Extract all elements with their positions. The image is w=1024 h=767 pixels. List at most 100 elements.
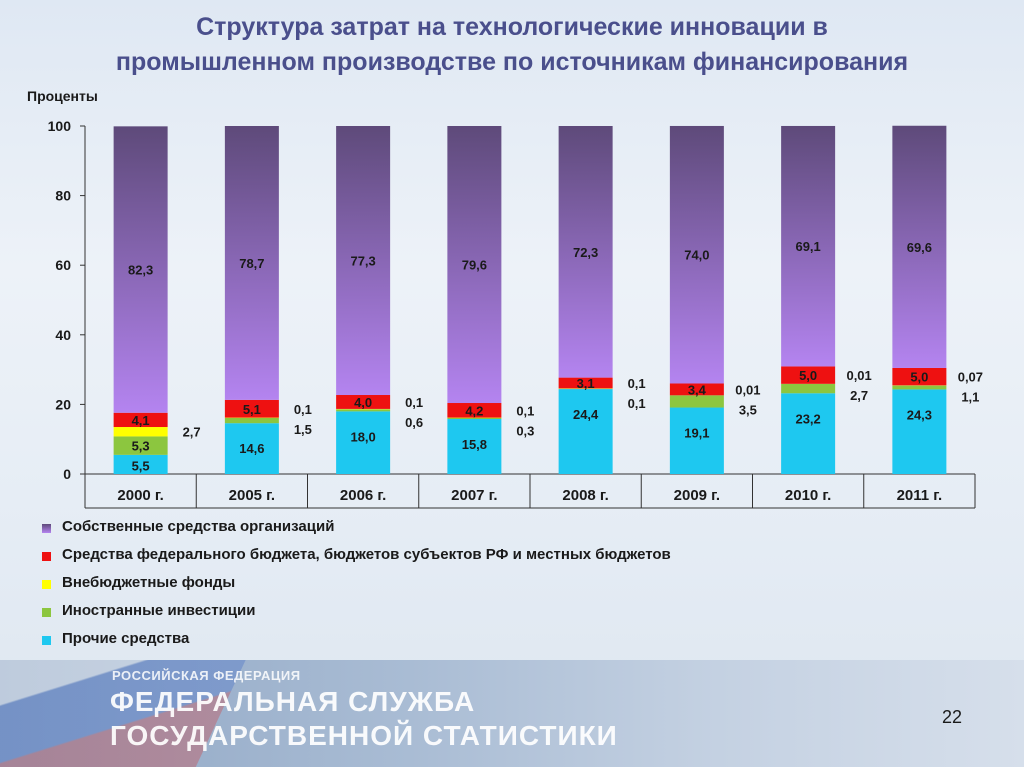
data-label-offbudget: 0,1: [628, 376, 646, 391]
data-label-other: 19,1: [684, 426, 709, 441]
data-label-other: 14,6: [239, 441, 264, 456]
data-label-other: 15,8: [462, 437, 487, 452]
y-tick-label: 20: [55, 396, 71, 412]
footer-banner: РОССИЙСКАЯ ФЕДЕРАЦИЯ ФЕДЕРАЛЬНАЯ СЛУЖБА …: [0, 660, 1024, 767]
data-label-foreign: 3,5: [739, 402, 757, 417]
title-line-2: промышленном производстве по источникам …: [115, 48, 909, 76]
bar-segment-other: [113, 454, 168, 474]
bar-segment-offbudget: [113, 427, 168, 437]
data-label-offbudget: 0,01: [846, 368, 871, 383]
data-label-foreign: 0,6: [405, 415, 423, 430]
bar-segment-budget: [669, 383, 724, 396]
bar-segment-other: [892, 389, 947, 474]
page-number: 22: [942, 707, 963, 727]
y-tick-label: 40: [55, 327, 71, 343]
bar-segment-own: [781, 125, 836, 367]
legend-swatch-own: [42, 524, 51, 533]
data-label-foreign: 1,5: [294, 422, 312, 437]
data-label-own: 69,6: [907, 240, 932, 255]
stacked-bar-chart: 0 20 40 60 80 100 2000 г. 82,3 4,1 5,5 5,3 2,7 2005…: [48, 118, 983, 509]
bar-segment-budget: [336, 395, 391, 409]
x-tick-label: 2005 г.: [229, 487, 275, 504]
bar-segment-own: [447, 126, 502, 404]
x-tick-label: 2010 г.: [785, 487, 831, 504]
data-label-budget: 5,1: [243, 402, 261, 417]
legend-label-foreign: Иностранные инвестиции: [62, 602, 256, 619]
legend-swatch-offbudget: [42, 580, 51, 589]
data-label-foreign: 2,7: [850, 388, 868, 403]
x-tick-label: 2007 г.: [451, 487, 497, 504]
data-label-own: 74,0: [684, 248, 709, 263]
data-label-other: 18,0: [350, 429, 375, 444]
footer-country: РОССИЙСКАЯ ФЕДЕРАЦИЯ: [112, 668, 301, 683]
bar-segment-budget: [892, 367, 947, 386]
bar-segment-budget: [113, 412, 168, 428]
bar-segment-budget: [224, 399, 279, 418]
data-label-offbudget: 2,7: [183, 425, 201, 440]
y-tick-label: 60: [55, 257, 71, 273]
data-label-budget: 4,2: [465, 403, 483, 418]
title-line-1: Структура затрат на технологические инно…: [196, 13, 828, 41]
y-axis-label: Проценты: [27, 88, 98, 104]
x-tick-label: 2000 г.: [117, 487, 163, 504]
legend-label-other: Прочие средства: [62, 630, 190, 647]
bar-segment-other: [224, 423, 279, 474]
bar-segment-other: [447, 419, 502, 474]
data-label-foreign: 0,3: [516, 423, 534, 438]
data-label-own: 82,3: [128, 263, 153, 278]
y-tick-label: 0: [63, 466, 71, 482]
data-label-own: 77,3: [350, 254, 375, 269]
bar-segment-foreign: [224, 417, 279, 424]
bar-segment-own: [336, 126, 391, 396]
bar-segment-foreign: [892, 385, 947, 390]
bar-segment-other: [558, 389, 613, 474]
bar-segment-other: [669, 407, 724, 474]
bar-segment-foreign: [781, 383, 836, 394]
x-tick-label: 2008 г.: [562, 487, 608, 504]
data-label-foreign: 5,3: [132, 439, 150, 454]
bar-segment-own: [892, 125, 947, 368]
data-label-budget: 5,0: [799, 368, 817, 383]
data-label-own: 69,1: [795, 239, 820, 254]
y-tick-label: 80: [55, 188, 71, 204]
data-label-budget: 3,1: [577, 376, 595, 391]
footer-agency-line-1: ФЕДЕРАЛЬНАЯ СЛУЖБА: [110, 686, 476, 717]
chart-title: Структура затрат на технологические инно…: [0, 10, 1024, 80]
legend-label-offbudget: Внебюджетные фонды: [62, 574, 236, 591]
bar-segment-own: [558, 126, 613, 378]
x-tick-label: 2009 г.: [674, 487, 720, 504]
bar-segment-budget: [781, 366, 836, 384]
data-label-other: 24,4: [573, 407, 599, 422]
legend-swatch-budget: [42, 552, 51, 561]
bar-segment-foreign: [447, 417, 502, 420]
bar-segment-own: [224, 126, 279, 400]
bar-segment-other: [781, 393, 836, 474]
legend-label-own: Собственные средства организаций: [62, 518, 335, 535]
data-label-offbudget: 0,1: [405, 395, 423, 410]
data-label-foreign: 0,1: [628, 396, 646, 411]
data-label-own: 79,6: [462, 258, 487, 273]
data-label-offbudget: 0,01: [735, 382, 760, 397]
data-label-own: 78,7: [239, 256, 264, 271]
bar-segment-foreign: [113, 436, 168, 455]
data-label-offbudget: 0,1: [516, 403, 534, 418]
data-label-foreign: 1,1: [961, 390, 979, 405]
data-label-offbudget: 0,1: [294, 402, 312, 417]
bar-segment-foreign: [336, 409, 391, 412]
footer-agency-line-2: ГОСУДАРСТВЕННОЙ СТАТИСТИКИ: [110, 720, 618, 751]
data-label-other: 24,3: [907, 407, 932, 422]
data-label-own: 72,3: [573, 245, 598, 260]
legend-label-budget: Средства федерального бюджета, бюджетов …: [62, 546, 671, 563]
legend-swatch-other: [42, 636, 51, 645]
bar-segment-other: [336, 411, 391, 474]
y-tick-label: 100: [48, 118, 72, 134]
data-label-other: 23,2: [795, 411, 820, 426]
bar-segment-foreign: [669, 395, 724, 408]
legend-swatch-foreign: [42, 608, 51, 617]
data-label-budget: 5,0: [910, 370, 928, 385]
data-label-budget: 4,0: [354, 395, 372, 410]
data-label-offbudget: 0,07: [958, 370, 983, 385]
bar-segment-budget: [447, 403, 502, 418]
bar-segment-own: [113, 126, 168, 413]
x-tick-label: 2006 г.: [340, 487, 386, 504]
